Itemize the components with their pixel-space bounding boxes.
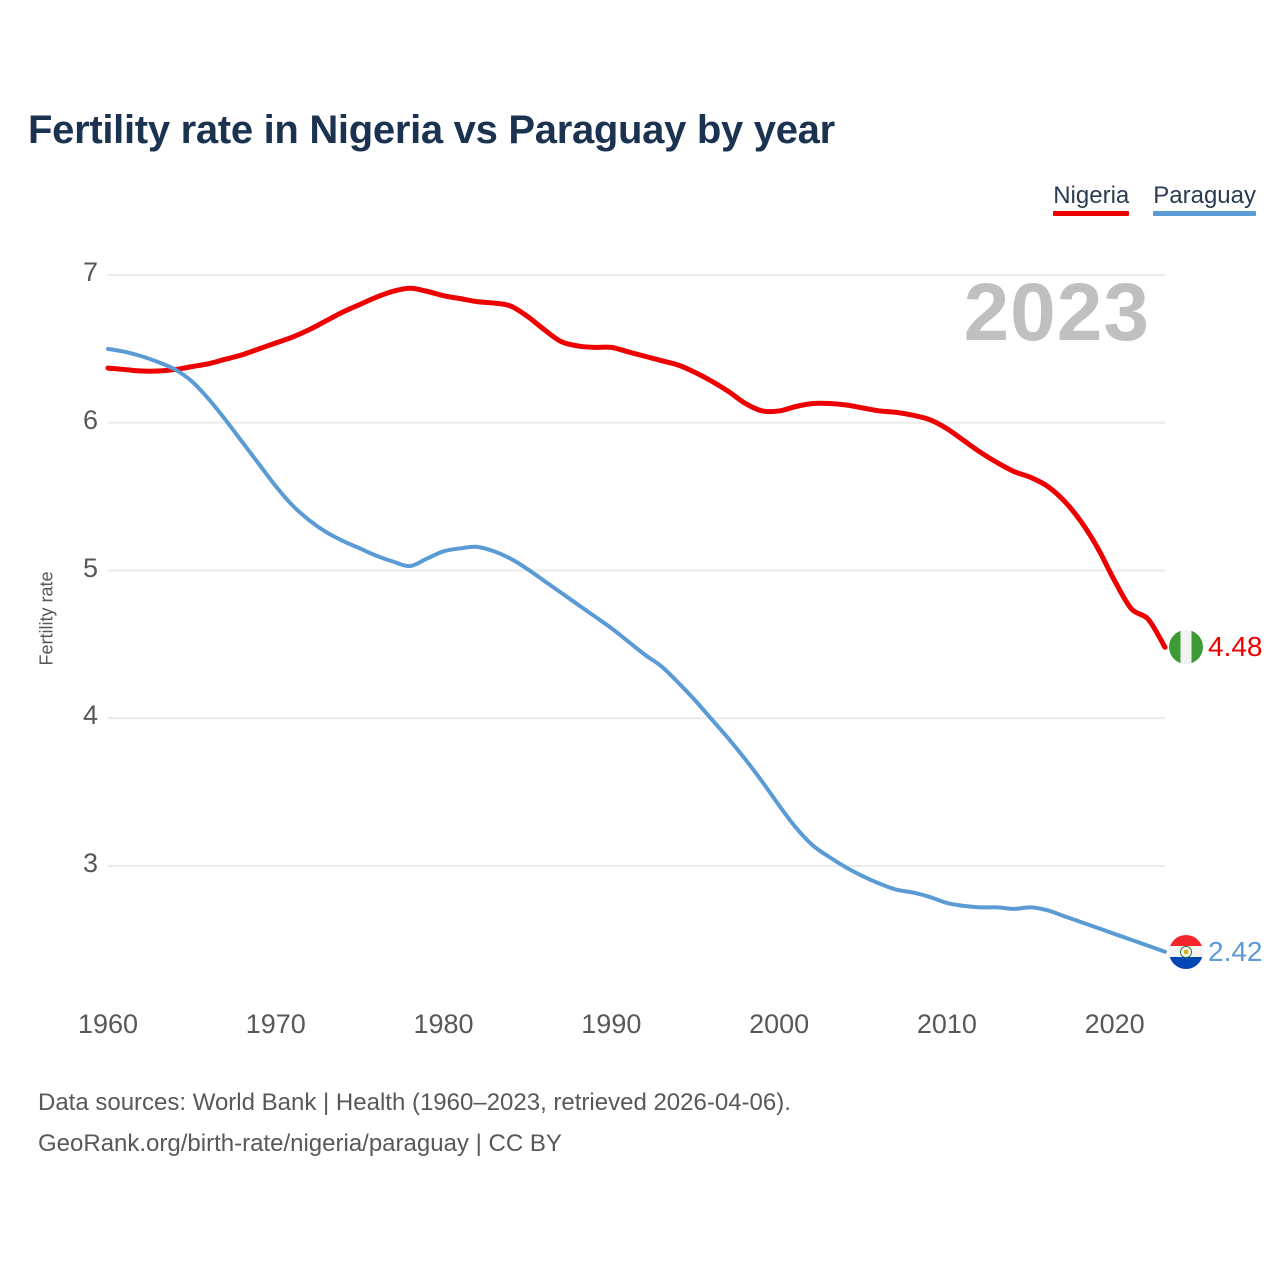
x-tick-label: 2000: [749, 1009, 810, 1039]
page-title: Fertility rate in Nigeria vs Paraguay by…: [28, 108, 835, 152]
gridlines: [108, 274, 1165, 867]
end-value-paraguay: 2.42: [1208, 935, 1263, 967]
footer-line-url: GeoRank.org/birth-rate/nigeria/paraguay …: [38, 1130, 562, 1158]
footer-attribution: Data sources: World Bank | Health (1960–…: [38, 1082, 791, 1165]
paraguay-flag-icon: [1169, 934, 1203, 969]
x-tick-label: 2020: [1084, 1009, 1145, 1039]
nigeria-flag-icon: [1169, 630, 1203, 665]
footer-line-sources: Data sources: World Bank | Health (1960–…: [38, 1089, 791, 1116]
series-line-paraguay: [106, 346, 1167, 954]
end-value-nigeria: 4.48: [1208, 631, 1263, 663]
series-line-nigeria: [105, 285, 1168, 650]
y-axis-title: Fertility rate: [36, 571, 57, 666]
x-tick-label: 2010: [916, 1009, 977, 1039]
x-tick-label: 1980: [413, 1009, 474, 1039]
series-paths: [105, 285, 1168, 954]
y-tick-label: 5: [82, 552, 98, 583]
legend-label-nigeria: Nigeria: [1053, 182, 1130, 209]
y-tick-label: 3: [82, 848, 98, 878]
x-tick-label: 1960: [77, 1009, 139, 1039]
legend-swatch-nigeria: [1053, 211, 1130, 217]
legend-label-paraguay: Paraguay: [1153, 182, 1256, 209]
y-tick-label: 7: [82, 257, 98, 287]
legend-item-paraguay[interactable]: Paraguay: [1153, 182, 1256, 217]
x-tick-label: 1970: [245, 1009, 306, 1039]
x-tick-label: 1990: [581, 1009, 642, 1039]
legend-swatch-paraguay: [1153, 211, 1256, 217]
year-watermark: 2023: [963, 267, 1150, 358]
y-tick-label: 6: [82, 404, 98, 435]
y-tick-label: 4: [82, 700, 98, 731]
legend-item-nigeria[interactable]: Nigeria: [1053, 182, 1130, 217]
chart-legend: Nigeria Paraguay: [1053, 182, 1256, 217]
end-label-nigeria: 4.48: [1169, 630, 1263, 665]
end-label-paraguay: 2.42: [1169, 934, 1263, 969]
